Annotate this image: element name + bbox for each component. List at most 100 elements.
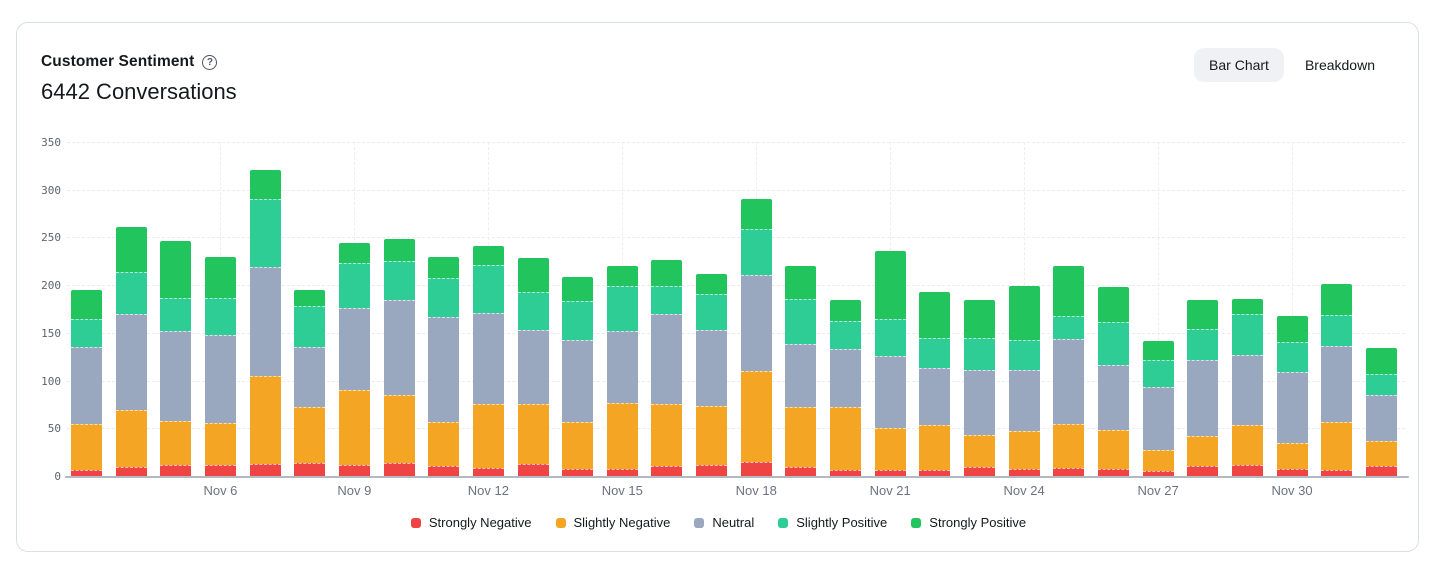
bar-segment-slightly-negative[interactable] [1142, 450, 1174, 472]
bar-segment-strongly-negative[interactable] [1365, 466, 1397, 476]
legend-item-neutral[interactable]: Neutral [694, 515, 754, 530]
legend-item-strongly-negative[interactable]: Strongly Negative [410, 515, 532, 530]
bar-segment-strongly-negative[interactable] [338, 464, 370, 476]
bar-segment-strongly-positive[interactable] [651, 260, 683, 287]
stacked-bar-nov-15[interactable] [606, 266, 638, 476]
bar-segment-strongly-negative[interactable] [651, 466, 683, 476]
bar-segment-neutral[interactable] [1231, 354, 1263, 426]
bar-segment-strongly-positive[interactable] [249, 169, 281, 200]
stacked-bar-nov-9[interactable] [338, 243, 370, 476]
bar-segment-strongly-negative[interactable] [71, 470, 102, 476]
bar-segment-strongly-negative[interactable] [606, 469, 638, 476]
legend-item-slightly-positive[interactable]: Slightly Positive [778, 515, 887, 530]
stacked-bar-dec-1[interactable] [1321, 284, 1353, 476]
bar-segment-slightly-negative[interactable] [249, 375, 281, 464]
bar-segment-slightly-positive[interactable] [383, 261, 415, 301]
bar-segment-strongly-negative[interactable] [964, 467, 995, 476]
bar-segment-neutral[interactable] [562, 340, 594, 422]
bar-segment-slightly-negative[interactable] [606, 403, 638, 470]
bar-segment-strongly-positive[interactable] [1231, 298, 1263, 314]
bar-segment-strongly-positive[interactable] [71, 289, 102, 319]
stacked-bar-nov-30[interactable] [1276, 315, 1308, 476]
stacked-bar-nov-8[interactable] [294, 289, 326, 476]
bar-segment-strongly-positive[interactable] [204, 257, 236, 299]
bar-segment-strongly-positive[interactable] [428, 257, 460, 279]
bar-segment-strongly-negative[interactable] [562, 469, 594, 476]
bar-segment-slightly-positive[interactable] [964, 337, 995, 371]
bar-segment-slightly-negative[interactable] [428, 421, 460, 467]
bar-segment-slightly-positive[interactable] [160, 298, 192, 331]
bar-segment-strongly-positive[interactable] [964, 300, 995, 338]
bar-segment-neutral[interactable] [919, 368, 951, 426]
bar-segment-slightly-positive[interactable] [740, 228, 772, 275]
bar-segment-slightly-positive[interactable] [115, 271, 147, 314]
bar-segment-neutral[interactable] [964, 370, 995, 435]
bar-segment-slightly-positive[interactable] [562, 301, 594, 341]
bar-segment-slightly-negative[interactable] [160, 420, 192, 466]
bar-segment-strongly-positive[interactable] [1365, 348, 1397, 374]
bar-segment-strongly-positive[interactable] [1097, 287, 1129, 323]
bar-segment-neutral[interactable] [517, 329, 549, 405]
stacked-bar-nov-18[interactable] [740, 199, 772, 476]
bar-segment-slightly-positive[interactable] [1365, 373, 1397, 395]
bar-segment-strongly-negative[interactable] [1187, 466, 1219, 476]
bar-segment-strongly-negative[interactable] [204, 465, 236, 476]
stacked-bar-nov-19[interactable] [785, 266, 817, 476]
stacked-bar-nov-12[interactable] [472, 246, 504, 476]
bar-segment-slightly-negative[interactable] [338, 390, 370, 465]
stacked-bar-nov-3[interactable] [71, 289, 102, 476]
bar-segment-neutral[interactable] [428, 316, 460, 422]
bar-segment-strongly-negative[interactable] [1231, 464, 1263, 476]
bar-segment-neutral[interactable] [651, 313, 683, 405]
bar-segment-strongly-negative[interactable] [383, 462, 415, 476]
bar-segment-strongly-positive[interactable] [740, 199, 772, 229]
stacked-bar-nov-13[interactable] [517, 258, 549, 476]
bar-segment-strongly-positive[interactable] [696, 273, 728, 294]
bar-segment-strongly-positive[interactable] [1187, 300, 1219, 330]
bar-segment-slightly-negative[interactable] [204, 423, 236, 466]
bar-segment-strongly-negative[interactable] [696, 465, 728, 476]
bar-segment-strongly-negative[interactable] [830, 470, 862, 476]
bar-segment-strongly-positive[interactable] [1276, 315, 1308, 343]
bar-segment-strongly-positive[interactable] [874, 250, 906, 320]
bar-segment-strongly-negative[interactable] [160, 465, 192, 476]
bar-segment-slightly-positive[interactable] [919, 337, 951, 369]
bar-segment-slightly-positive[interactable] [1231, 313, 1263, 355]
bar-segment-neutral[interactable] [294, 347, 326, 408]
stacked-bar-nov-11[interactable] [428, 257, 460, 476]
bar-segment-neutral[interactable] [606, 330, 638, 404]
bar-segment-neutral[interactable] [1142, 387, 1174, 451]
bar-segment-slightly-negative[interactable] [1097, 430, 1129, 470]
bar-segment-slightly-negative[interactable] [1365, 440, 1397, 467]
bar-segment-slightly-positive[interactable] [785, 299, 817, 345]
bar-segment-strongly-positive[interactable] [1142, 341, 1174, 360]
bar-segment-slightly-positive[interactable] [472, 265, 504, 313]
bar-segment-slightly-positive[interactable] [830, 321, 862, 350]
bar-chart-button[interactable]: Bar Chart [1194, 48, 1284, 82]
bar-segment-strongly-negative[interactable] [115, 467, 147, 476]
bar-segment-neutral[interactable] [1321, 346, 1353, 422]
legend-item-slightly-negative[interactable]: Slightly Negative [555, 515, 670, 530]
stacked-bar-nov-26[interactable] [1097, 287, 1129, 476]
bar-segment-slightly-negative[interactable] [830, 407, 862, 471]
stacked-bar-nov-20[interactable] [830, 300, 862, 476]
stacked-bar-nov-16[interactable] [651, 260, 683, 476]
bar-segment-slightly-positive[interactable] [606, 286, 638, 331]
bar-segment-slightly-negative[interactable] [115, 410, 147, 468]
bar-segment-neutral[interactable] [160, 330, 192, 421]
stacked-bar-nov-24[interactable] [1008, 286, 1040, 476]
stacked-bar-nov-4[interactable] [115, 226, 147, 476]
bar-segment-slightly-positive[interactable] [249, 199, 281, 267]
breakdown-button[interactable]: Breakdown [1290, 48, 1390, 82]
bar-segment-slightly-positive[interactable] [651, 286, 683, 314]
bar-segment-neutral[interactable] [740, 274, 772, 371]
bar-segment-strongly-positive[interactable] [1053, 266, 1085, 316]
bar-segment-strongly-negative[interactable] [874, 470, 906, 476]
stacked-bar-nov-28[interactable] [1187, 300, 1219, 476]
stacked-bar-nov-21[interactable] [874, 250, 906, 476]
bar-segment-slightly-positive[interactable] [1053, 315, 1085, 339]
stacked-bar-nov-25[interactable] [1053, 266, 1085, 476]
bar-segment-slightly-positive[interactable] [1321, 314, 1353, 347]
bar-segment-strongly-positive[interactable] [1008, 286, 1040, 340]
bar-segment-strongly-negative[interactable] [1321, 470, 1353, 476]
